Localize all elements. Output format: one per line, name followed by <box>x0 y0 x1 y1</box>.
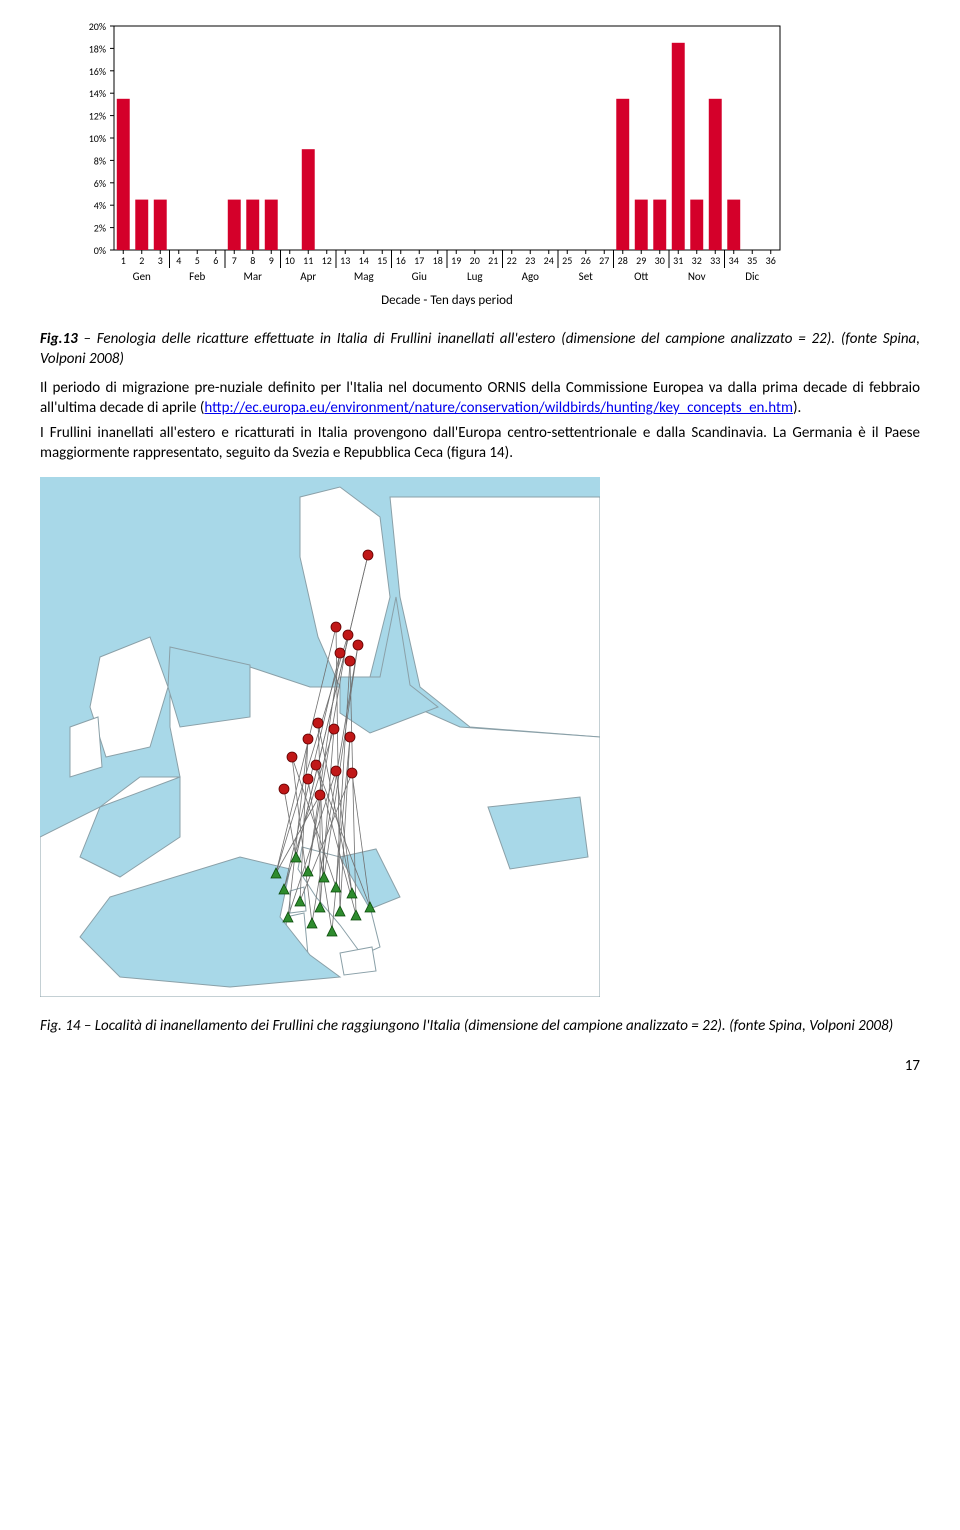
svg-text:16%: 16% <box>89 65 106 78</box>
svg-text:2: 2 <box>139 254 144 267</box>
ornis-link[interactable]: http://ec.europa.eu/environment/nature/c… <box>204 399 793 417</box>
para1-part-b: ). <box>793 399 801 417</box>
svg-text:Nov: Nov <box>688 270 706 283</box>
svg-text:Apr: Apr <box>300 270 316 283</box>
svg-text:4%: 4% <box>94 199 106 212</box>
svg-text:10: 10 <box>285 254 295 267</box>
phenology-bar-chart: 0%2%4%6%8%10%12%14%16%18%20%123456789101… <box>70 20 790 310</box>
europe-recapture-map <box>40 477 600 997</box>
svg-text:21: 21 <box>488 254 498 267</box>
svg-text:6%: 6% <box>94 177 106 190</box>
paragraph-migration-period: Il periodo di migrazione pre-nuziale def… <box>40 379 920 418</box>
svg-text:35: 35 <box>747 254 757 267</box>
svg-text:36: 36 <box>766 254 776 267</box>
svg-text:5: 5 <box>195 254 200 267</box>
svg-text:18: 18 <box>433 254 443 267</box>
map-svg <box>40 477 600 997</box>
svg-text:14: 14 <box>359 254 369 267</box>
svg-text:30: 30 <box>655 254 665 267</box>
svg-text:15: 15 <box>377 254 387 267</box>
svg-text:17: 17 <box>414 254 424 267</box>
svg-text:19: 19 <box>451 254 461 267</box>
svg-text:Mar: Mar <box>243 270 262 283</box>
figure-13-caption: Fig.13 – Fenologia delle ricatture effet… <box>40 330 920 369</box>
svg-text:Set: Set <box>579 270 593 283</box>
svg-text:25: 25 <box>562 254 572 267</box>
page-number: 17 <box>40 1057 920 1075</box>
chart-svg: 0%2%4%6%8%10%12%14%16%18%20%123456789101… <box>70 20 790 310</box>
svg-text:9: 9 <box>269 254 274 267</box>
svg-text:11: 11 <box>303 254 313 267</box>
svg-text:26: 26 <box>581 254 591 267</box>
svg-text:23: 23 <box>525 254 535 267</box>
svg-text:8: 8 <box>250 254 255 267</box>
svg-text:Ott: Ott <box>634 270 648 283</box>
svg-text:Lug: Lug <box>467 270 483 283</box>
svg-text:27: 27 <box>599 254 609 267</box>
svg-text:20%: 20% <box>89 20 106 33</box>
svg-text:18%: 18% <box>89 42 106 55</box>
svg-text:13: 13 <box>340 254 350 267</box>
svg-text:33: 33 <box>710 254 720 267</box>
figure-14-caption: Fig. 14 – Località di inanellamento dei … <box>40 1017 920 1037</box>
svg-text:6: 6 <box>213 254 218 267</box>
svg-text:29: 29 <box>636 254 646 267</box>
figure-13-label: Fig.13 <box>40 330 78 348</box>
svg-text:7: 7 <box>232 254 237 267</box>
svg-text:Giu: Giu <box>412 270 427 283</box>
svg-text:Mag: Mag <box>354 270 374 283</box>
svg-text:0%: 0% <box>94 244 106 257</box>
svg-text:32: 32 <box>692 254 702 267</box>
svg-text:4: 4 <box>176 254 181 267</box>
svg-text:24: 24 <box>544 254 554 267</box>
figure-14-text: – Località di inanellamento dei Frullini… <box>80 1017 893 1035</box>
svg-text:3: 3 <box>158 254 163 267</box>
svg-text:1: 1 <box>121 254 126 267</box>
svg-text:16: 16 <box>396 254 406 267</box>
figure-13-text: – Fenologia delle ricatture effettuate i… <box>40 330 920 368</box>
svg-text:28: 28 <box>618 254 628 267</box>
paragraph-origins: I Frullini inanellati all'estero e ricat… <box>40 424 920 463</box>
svg-text:20: 20 <box>470 254 480 267</box>
svg-text:10%: 10% <box>89 132 106 145</box>
figure-14-label: Fig. 14 <box>40 1017 80 1035</box>
svg-text:Gen: Gen <box>133 270 151 283</box>
svg-text:Ago: Ago <box>522 270 539 283</box>
svg-text:Decade - Ten days period: Decade - Ten days period <box>381 293 513 308</box>
svg-text:12: 12 <box>322 254 332 267</box>
svg-text:31: 31 <box>673 254 683 267</box>
svg-text:Feb: Feb <box>189 270 205 283</box>
svg-text:2%: 2% <box>94 222 106 235</box>
svg-text:22: 22 <box>507 254 517 267</box>
svg-text:14%: 14% <box>89 87 106 100</box>
svg-text:8%: 8% <box>94 154 106 167</box>
svg-text:34: 34 <box>729 254 739 267</box>
svg-text:12%: 12% <box>89 110 106 123</box>
svg-text:Dic: Dic <box>745 270 759 283</box>
